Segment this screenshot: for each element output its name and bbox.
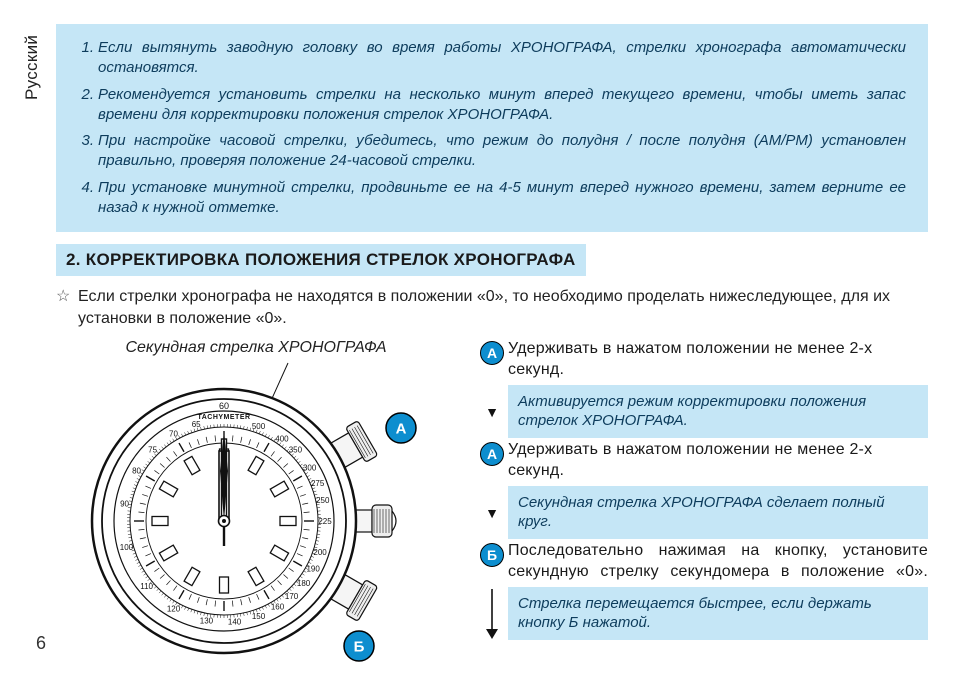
note-item: 1. Если вытянуть заводную головку во вре… <box>98 38 906 79</box>
note-number: 2. <box>72 85 94 105</box>
svg-text:160: 160 <box>271 603 285 612</box>
step-result: Активируется режим корректировки положен… <box>508 385 928 439</box>
svg-text:350: 350 <box>289 446 303 455</box>
svg-text:180: 180 <box>297 579 311 588</box>
manual-page: Русский 6 1. Если вытянуть заводную голо… <box>0 0 954 664</box>
svg-text:75: 75 <box>148 446 157 455</box>
svg-text:130: 130 <box>200 617 214 626</box>
down-arrow-icon: ▼ <box>485 505 499 521</box>
step-row: А Удерживать в нажатом положении не мене… <box>476 440 928 482</box>
two-column-layout: Секундная стрелка ХРОНОГРАФА А <box>56 339 928 676</box>
step-arrow-row: Стрелка перемещается быстрее, если держа… <box>476 587 928 641</box>
svg-text:200: 200 <box>313 548 327 557</box>
steps-column: А Удерживать в нажатом положении не мене… <box>456 339 928 676</box>
language-side-label: Русский <box>22 35 42 100</box>
pusher-a-label: А <box>396 421 407 438</box>
step-bullet-a-icon: А <box>480 341 504 365</box>
note-item: 3. При настройке часовой стрелки, убедит… <box>98 131 906 172</box>
step-row: Б Последовательно нажимая на кнопку, уст… <box>476 541 928 583</box>
pusher-b-label: Б <box>354 639 365 656</box>
watch-title: Секундная стрелка ХРОНОГРАФА <box>56 339 456 357</box>
tachymeter-label: TACHYMETER <box>197 414 250 421</box>
note-text: Если вытянуть заводную головку во время … <box>98 39 906 76</box>
step-arrow-row: ▼ Секундная стрелка ХРОНОГРАФА сделает п… <box>476 486 928 540</box>
page-number: 6 <box>36 633 46 654</box>
intro-text: Если стрелки хронографа не находятся в п… <box>78 286 928 329</box>
tachy-60: 60 <box>219 401 229 411</box>
step-bullet-a-icon: А <box>480 442 504 466</box>
crown <box>354 505 396 537</box>
svg-text:140: 140 <box>228 618 242 627</box>
svg-text:170: 170 <box>285 592 299 601</box>
note-item: 2. Рекомендуется установить стрелки на н… <box>98 85 906 126</box>
step-result: Секундная стрелка ХРОНОГРАФА сделает пол… <box>508 486 928 540</box>
long-arrow-icon <box>476 589 508 639</box>
svg-text:225: 225 <box>318 517 332 526</box>
step-result: Стрелка перемещается быстрее, если держа… <box>508 587 928 641</box>
svg-text:500: 500 <box>252 422 266 431</box>
note-number: 3. <box>72 131 94 151</box>
intro-row: ☆ Если стрелки хронографа не находятся в… <box>56 286 928 329</box>
note-number: 1. <box>72 38 94 58</box>
watch-illustration: А <box>56 361 456 671</box>
svg-text:300: 300 <box>303 464 317 473</box>
notes-box: 1. Если вытянуть заводную головку во вре… <box>56 24 928 232</box>
step-arrow-row: ▼ Активируется режим корректировки полож… <box>476 385 928 439</box>
svg-text:80: 80 <box>132 467 141 476</box>
step-row: А Удерживать в нажатом положении не мене… <box>476 339 928 381</box>
note-text: Рекомендуется установить стрелки на неск… <box>98 86 906 123</box>
step-bullet-b-icon: Б <box>480 543 504 567</box>
watch-column: Секундная стрелка ХРОНОГРАФА А <box>56 339 456 676</box>
step-text: Последовательно нажимая на кнопку, устан… <box>508 541 928 583</box>
note-item: 4. При установке минутной стрелки, продв… <box>98 178 906 219</box>
step-text: Удерживать в нажатом положении не менее … <box>508 339 928 381</box>
svg-text:110: 110 <box>140 582 153 591</box>
section-heading: 2. КОРРЕКТИРОВКА ПОЛОЖЕНИЯ СТРЕЛОК ХРОНО… <box>56 244 586 276</box>
note-number: 4. <box>72 178 94 198</box>
svg-text:250: 250 <box>316 496 330 505</box>
svg-text:90: 90 <box>120 500 129 509</box>
down-arrow-icon: ▼ <box>485 404 499 420</box>
star-icon: ☆ <box>56 286 78 306</box>
note-text: При настройке часовой стрелки, убедитесь… <box>98 132 906 169</box>
svg-text:275: 275 <box>311 479 325 488</box>
note-text: При установке минутной стрелки, продвинь… <box>98 179 906 216</box>
step-text: Удерживать в нажатом положении не менее … <box>508 440 928 482</box>
svg-text:70: 70 <box>169 430 178 439</box>
svg-text:65: 65 <box>192 420 201 429</box>
